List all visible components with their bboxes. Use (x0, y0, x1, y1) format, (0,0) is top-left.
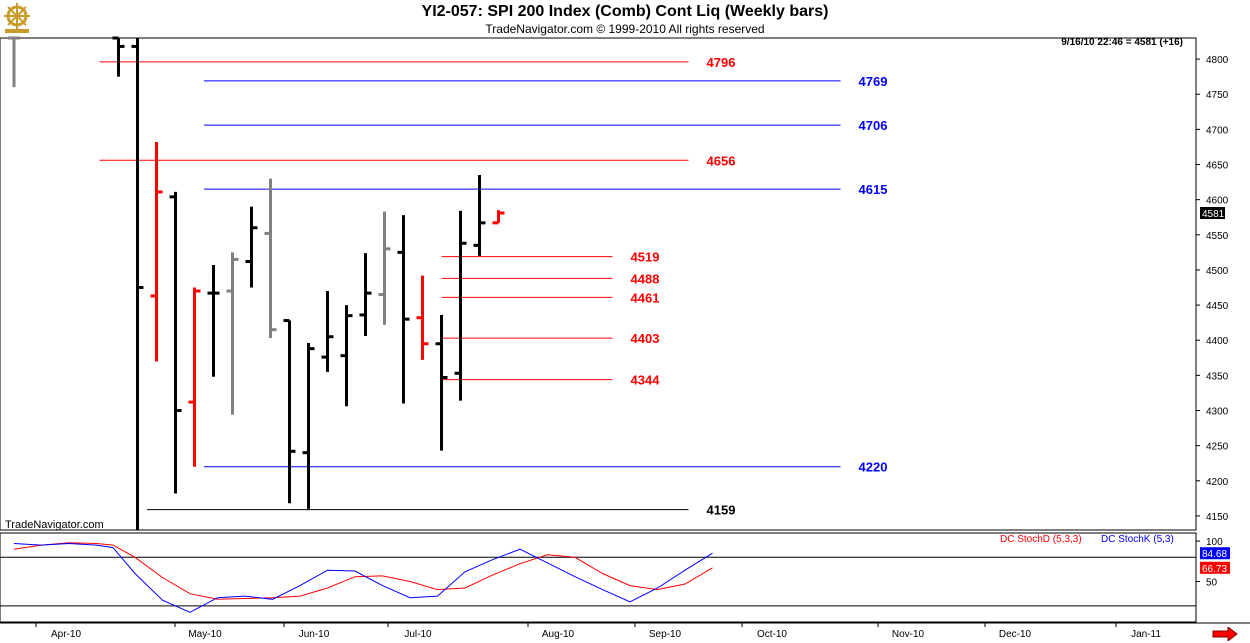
price-tick-label: 4250 (1206, 442, 1229, 453)
level-label: 4656 (707, 153, 736, 168)
chart-title: YI2-057: SPI 200 Index (Comb) Cont Liq (… (421, 3, 829, 20)
ohlc-bar (340, 305, 353, 407)
stoch-k-legend: DC StochK (5,3) (1101, 534, 1174, 545)
stoch-d-legend: DC StochD (5,3,3) (1000, 534, 1082, 545)
ohlc-bar (188, 287, 201, 467)
ohlc-bar (416, 275, 429, 360)
price-tick-label: 4700 (1206, 125, 1229, 136)
time-tick-label: Nov-10 (892, 629, 925, 640)
ohlc-bar (169, 191, 182, 494)
level-label: 4344 (631, 373, 661, 388)
price-tick-label: 4600 (1206, 196, 1229, 207)
time-tick-label: Jun-10 (299, 629, 330, 640)
copyright-text: TradeNavigator.com © 1999-2010 All right… (485, 22, 765, 36)
level-label: 4461 (631, 290, 660, 305)
watermark-text: TradeNavigator.com (5, 519, 104, 531)
ohlc-bar (131, 38, 144, 530)
price-panel-frame (0, 37, 1197, 531)
price-tick-label: 4550 (1206, 231, 1229, 242)
ohlc-bar (454, 210, 467, 401)
price-tick-label: 4750 (1206, 90, 1229, 101)
time-tick-label: Jan-11 (1131, 629, 1161, 640)
ohlc-bars (8, 36, 505, 530)
time-tick-label: Jul-10 (404, 629, 432, 640)
price-levels: 4796 4769 4706 4656 4615 4519 4488 4461 4403 4344… (99, 55, 888, 518)
ohlc-bar (264, 178, 277, 339)
ohlc-bar (302, 343, 315, 509)
price-axis: 4150 4200 4250 4300 4350 4400 4450 4500 4550 4600… (1196, 55, 1229, 523)
price-tick-label: 4400 (1206, 336, 1229, 347)
time-tick-label: Oct-10 (757, 629, 787, 640)
price-tick-label: 4800 (1206, 55, 1229, 66)
price-tick-label: 4500 (1206, 266, 1229, 277)
time-tick-label: Apr-10 (51, 629, 81, 640)
ship-wheel-logo-icon[interactable] (2, 2, 32, 34)
stoch-tick-label: 100 (1206, 537, 1223, 548)
chart-header: YI2-057: SPI 200 Index (Comb) Cont Liq (… (0, 0, 1250, 38)
level-label: 4159 (707, 503, 736, 518)
time-tick-label: Aug-10 (542, 629, 575, 640)
level-label: 4519 (631, 250, 660, 265)
ohlc-bar (226, 252, 239, 415)
time-tick-label: Sep-10 (649, 629, 682, 640)
last-quote-label: 9/16/10 22:46 = 4581 (+16) (1061, 37, 1183, 48)
ohlc-bar (321, 291, 334, 372)
ohlc-bar (397, 215, 410, 404)
ohlc-bar (283, 319, 296, 504)
current-price-label: 4581 (1202, 209, 1225, 220)
time-axis: Apr-10 May-10 Jun-10 Jul-10 Aug-10 Sep-10 Oct-… (35, 623, 1161, 640)
stoch-d-line (13, 542, 713, 600)
ohlc-bar (359, 253, 372, 337)
ohlc-bar (207, 265, 220, 377)
price-tick-label: 4300 (1206, 407, 1229, 418)
level-label: 4403 (631, 331, 660, 346)
level-label: 4706 (859, 118, 888, 133)
stoch-d-value: 66.73 (1202, 564, 1227, 575)
ohlc-bar (492, 210, 505, 225)
chart-frames (0, 37, 1250, 624)
price-tick-label: 4450 (1206, 301, 1229, 312)
ohlc-bar (8, 36, 20, 88)
ohlc-bar (245, 206, 258, 288)
stoch-k-marker (1200, 547, 1230, 560)
ohlc-bar (378, 211, 391, 325)
ohlc-bar (112, 36, 125, 77)
current-price-marker (1200, 207, 1225, 220)
stoch-k-line (13, 542, 713, 613)
ohlc-bar (435, 314, 448, 451)
price-tick-label: 4150 (1206, 512, 1229, 523)
level-label: 4796 (707, 55, 736, 70)
time-tick-label: May-10 (188, 629, 222, 640)
time-tick-label: Dec-10 (999, 629, 1032, 640)
level-label: 4769 (859, 74, 888, 89)
stoch-tick-label: 50 (1206, 578, 1218, 589)
stochastic-panel-frame (0, 532, 1197, 623)
price-tick-label: 4350 (1206, 371, 1229, 382)
price-tick-label: 4200 (1206, 477, 1229, 488)
stoch-d-marker (1200, 561, 1230, 574)
ohlc-bar (150, 142, 163, 362)
stoch-k-value: 84.68 (1202, 549, 1227, 560)
scroll-right-arrow-icon[interactable] (1212, 627, 1238, 641)
level-label: 4488 (631, 271, 660, 286)
ohlc-bar (473, 175, 486, 256)
level-label: 4615 (859, 182, 888, 197)
level-label: 4220 (859, 460, 888, 475)
price-tick-label: 4650 (1206, 161, 1229, 172)
